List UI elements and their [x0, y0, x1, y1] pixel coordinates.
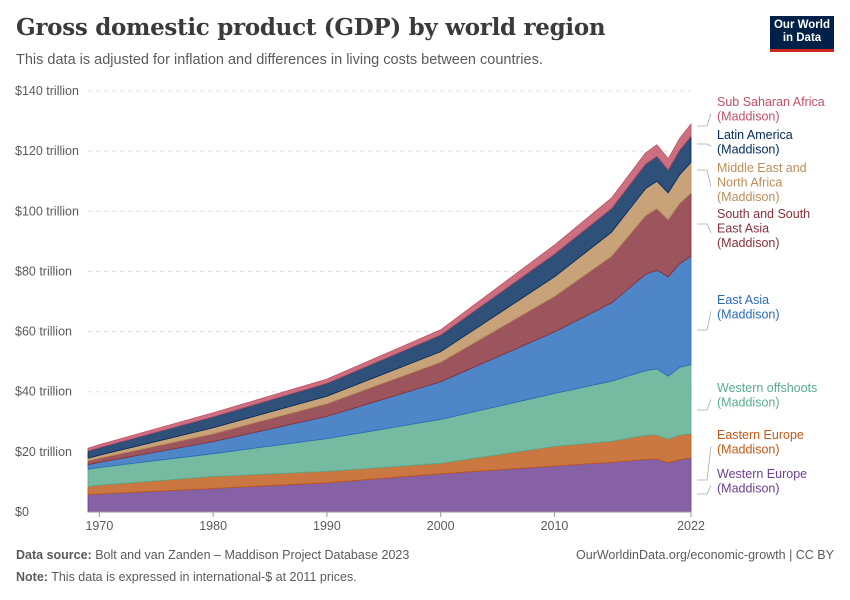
- note-text: This data is expressed in international-…: [51, 570, 357, 584]
- legend-connector: [697, 399, 712, 411]
- y-tick-label: $80 trillion: [15, 264, 72, 278]
- x-tick-label: 1980: [199, 519, 227, 533]
- legend-label[interactable]: North Africa: [717, 176, 782, 190]
- legend-connector: [697, 485, 712, 495]
- legend-connector: [697, 311, 712, 331]
- legend-connector: [697, 446, 712, 481]
- source-text[interactable]: Bolt and van Zanden – Maddison Project D…: [95, 548, 410, 562]
- x-tick-label: 1970: [85, 519, 113, 533]
- source-label: Data source:: [16, 548, 92, 562]
- x-tick-label: 1990: [313, 519, 341, 533]
- legend-label[interactable]: Latin America: [717, 128, 793, 142]
- legend-connector: [697, 169, 712, 187]
- area-series[interactable]: [87, 122, 692, 513]
- chart-subtitle: This data is adjusted for inflation and …: [16, 52, 543, 68]
- y-tick-label: $40 trillion: [15, 385, 72, 399]
- legend-label[interactable]: Western Europe: [717, 467, 807, 481]
- legend[interactable]: Sub Saharan Africa(Maddison)Latin Americ…: [697, 95, 825, 496]
- logo-line-2: in Data: [782, 32, 822, 44]
- y-tick-label: $120 trillion: [15, 144, 79, 158]
- data-source: Data source: Bolt and van Zanden – Maddi…: [16, 548, 409, 562]
- legend-label[interactable]: East Asia: [717, 293, 769, 307]
- legend-label[interactable]: (Maddison): [717, 110, 780, 124]
- legend-connector: [697, 223, 712, 233]
- chart-title: Gross domestic product (GDP) by world re…: [16, 14, 606, 41]
- y-tick-label: $0: [15, 505, 29, 519]
- x-tick-label: 2010: [541, 519, 569, 533]
- legend-label[interactable]: Sub Saharan Africa: [717, 95, 825, 109]
- legend-label[interactable]: (Maddison): [717, 143, 780, 157]
- legend-label[interactable]: (Maddison): [717, 443, 780, 457]
- x-tick-label: 2000: [427, 519, 455, 533]
- legend-label[interactable]: East Asia: [717, 222, 769, 236]
- chart-note: Note: This data is expressed in internat…: [16, 570, 357, 584]
- y-tick-label: $140 trillion: [15, 84, 79, 98]
- owid-logo[interactable]: Our World in Data: [770, 16, 834, 52]
- y-tick-label: $20 trillion: [15, 445, 72, 459]
- legend-label[interactable]: (Maddison): [717, 308, 780, 322]
- legend-connector: [697, 143, 712, 147]
- legend-label[interactable]: Middle East and: [717, 161, 807, 175]
- source-link[interactable]: OurWorldinData.org/economic-growth | CC …: [576, 548, 834, 562]
- x-tick-label: 2022: [677, 519, 705, 533]
- legend-label[interactable]: South and South: [717, 207, 810, 221]
- legend-label[interactable]: (Maddison): [717, 190, 780, 204]
- legend-label[interactable]: (Maddison): [717, 396, 780, 410]
- area-series[interactable]: [87, 122, 692, 452]
- legend-label[interactable]: (Maddison): [717, 482, 780, 496]
- legend-label[interactable]: Eastern Europe: [717, 428, 804, 442]
- logo-line-1: Our World: [773, 19, 830, 31]
- y-tick-label: $60 trillion: [15, 325, 72, 339]
- legend-label[interactable]: Western offshoots: [717, 381, 817, 395]
- legend-label[interactable]: (Maddison): [717, 236, 780, 250]
- y-tick-label: $100 trillion: [15, 204, 79, 218]
- axes: $0 $20 trillion $40 trillion $60 trillion $8…: [15, 84, 705, 533]
- legend-connector: [697, 113, 712, 127]
- note-label: Note:: [16, 570, 48, 584]
